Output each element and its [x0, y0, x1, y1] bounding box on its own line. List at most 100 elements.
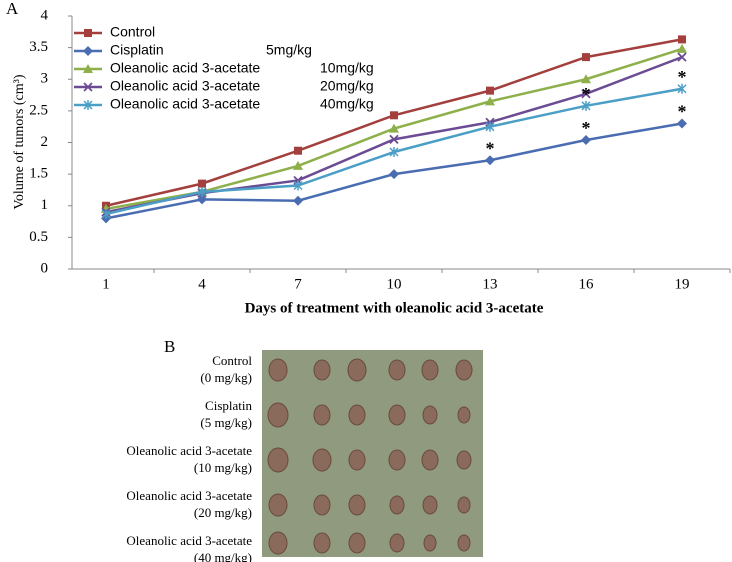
legend-dose: 10mg/kg: [320, 60, 374, 76]
row-dose: (10 mg/kg): [194, 460, 252, 475]
row-dose: (0 mg/kg): [200, 370, 252, 385]
y-axis-label: Volume of tumors (cm³): [12, 74, 27, 209]
row-dose: (5 mg/kg): [200, 415, 252, 430]
marker: [198, 179, 206, 188]
marker: [485, 155, 495, 166]
tumor: [388, 359, 406, 381]
tumor: [348, 532, 366, 554]
row-label: Cisplatin: [205, 398, 252, 413]
y-tick-label: 0.5: [29, 229, 48, 245]
tumor: [421, 359, 439, 381]
x-tick-label: 13: [483, 276, 498, 292]
marker: [389, 123, 399, 133]
tumor: [422, 405, 438, 425]
legend-label: Oleanolic acid 3-acetate: [110, 78, 260, 94]
marker: [486, 86, 494, 95]
x-tick-label: 16: [579, 276, 595, 292]
tumor: [456, 450, 472, 470]
row-dose: (20 mg/kg): [194, 505, 252, 520]
y-tick-label: 3: [41, 71, 49, 87]
panel-label: B: [164, 337, 175, 356]
row-dose: (40 mg/kg): [194, 550, 252, 562]
y-tick-label: 4: [41, 7, 49, 23]
legend-label: Oleanolic acid 3-acetate: [110, 96, 260, 112]
y-tick-label: 2.5: [29, 102, 48, 118]
y-tick-label: 1: [41, 197, 49, 213]
marker: [389, 146, 399, 157]
marker: [677, 83, 687, 94]
tumor: [422, 495, 438, 515]
legend-marker: [83, 82, 93, 92]
tumor: [348, 494, 366, 516]
marker: [581, 100, 591, 111]
tumor: [348, 404, 366, 426]
marker: [197, 194, 207, 205]
tumor: [423, 534, 437, 552]
tumor: [268, 358, 288, 382]
significance-mark: *: [486, 138, 495, 158]
tumor: [457, 406, 471, 424]
marker: [677, 118, 687, 129]
tumor: [389, 495, 405, 515]
tumor: [389, 533, 405, 553]
marker: [197, 186, 207, 197]
marker: [581, 74, 591, 84]
tumor: [388, 404, 406, 426]
legend-dose: 40mg/kg: [320, 96, 374, 112]
significance-mark: *: [582, 84, 591, 104]
significance-mark: *: [582, 118, 591, 138]
tumor: [268, 493, 288, 517]
legend-dose: 20mg/kg: [320, 78, 374, 94]
tumor: [313, 404, 331, 426]
tumor: [347, 358, 367, 382]
legend-label: Oleanolic acid 3-acetate: [110, 60, 260, 76]
x-tick-label: 7: [294, 276, 302, 292]
tumor: [267, 447, 289, 473]
x-axis-label: Days of treatment with oleanolic acid 3-…: [245, 300, 544, 316]
tumor: [421, 449, 439, 471]
significance-mark: *: [678, 102, 687, 122]
marker: [678, 35, 686, 44]
tumor: [312, 448, 332, 472]
tumor: [455, 359, 473, 381]
x-tick-label: 19: [675, 276, 690, 292]
marker: [581, 134, 591, 145]
marker: [677, 52, 687, 62]
tumor: [388, 449, 406, 471]
y-tick-label: 1.5: [29, 166, 48, 182]
marker: [293, 180, 303, 191]
row-label: Control: [212, 353, 252, 368]
row-label: Oleanolic acid 3-acetate: [126, 488, 252, 503]
marker: [294, 146, 302, 155]
legend-dose: 5mg/kg: [266, 42, 312, 58]
marker: [390, 111, 398, 120]
marker: [293, 160, 303, 170]
marker: [582, 53, 590, 62]
marker: [677, 43, 687, 53]
y-tick-label: 0: [41, 260, 49, 276]
legend-marker: [83, 64, 93, 73]
legend-label: Control: [110, 24, 155, 40]
x-tick-label: 1: [102, 276, 110, 292]
panel-label: A: [6, 0, 19, 18]
marker: [389, 134, 399, 144]
tumor: [268, 531, 288, 555]
tumor: [313, 532, 331, 554]
marker: [101, 208, 111, 219]
marker: [389, 169, 399, 180]
row-label: Oleanolic acid 3-acetate: [126, 533, 252, 548]
x-tick-label: 4: [198, 276, 206, 292]
tumor: [313, 494, 331, 516]
significance-mark: *: [678, 67, 687, 87]
marker: [293, 195, 303, 206]
marker: [485, 96, 495, 106]
tumor-photo: [262, 350, 483, 557]
y-tick-label: 3.5: [29, 39, 48, 55]
tumor: [267, 402, 289, 428]
marker: [581, 89, 591, 99]
y-tick-label: 2: [41, 134, 49, 150]
row-label: Oleanolic acid 3-acetate: [126, 443, 252, 458]
x-tick-label: 10: [387, 276, 402, 292]
legend-marker: [83, 100, 93, 110]
